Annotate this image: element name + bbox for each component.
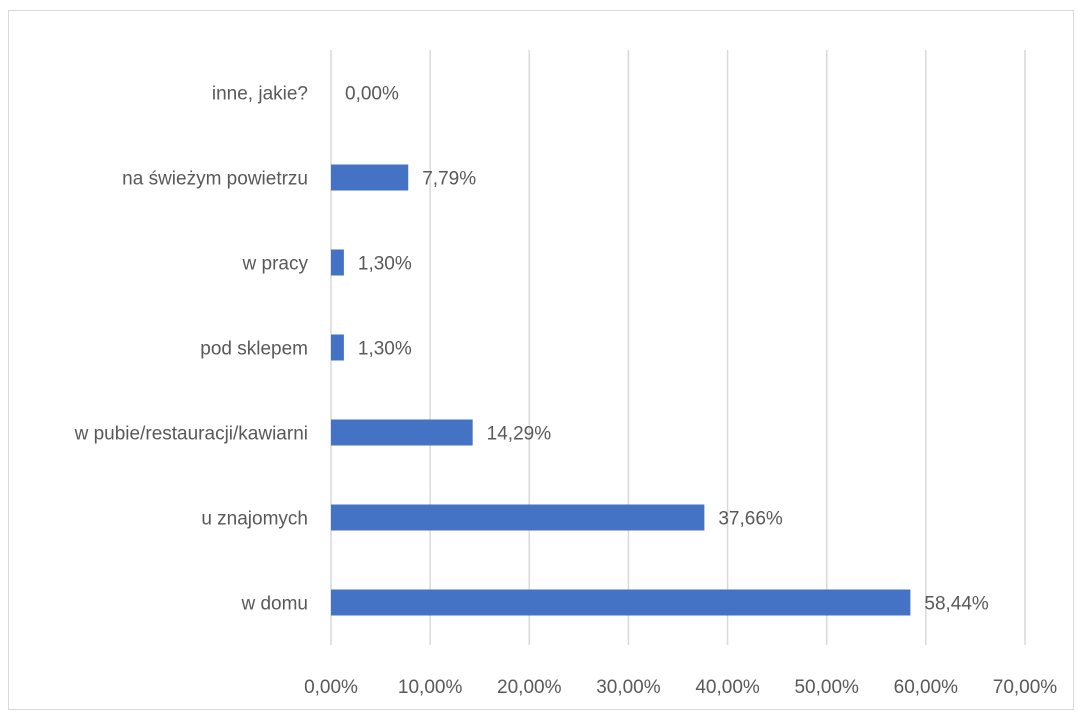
category-label: u znajomych xyxy=(201,509,308,530)
x-tick-label: 50,00% xyxy=(794,677,859,698)
bar xyxy=(331,504,705,531)
bar xyxy=(331,249,344,276)
x-tick-label: 0,00% xyxy=(304,677,358,698)
category-labels: w domu u znajomych w pubie/restauracji/kaw… xyxy=(74,84,309,615)
x-tick-label: 60,00% xyxy=(894,677,959,698)
category-label: pod sklepem xyxy=(200,339,308,360)
data-label: 7,79% xyxy=(422,169,476,190)
x-tick-label: 10,00% xyxy=(398,677,463,698)
x-tick-label: 40,00% xyxy=(695,677,760,698)
data-label: 0,00% xyxy=(345,84,399,105)
data-label: 1,30% xyxy=(358,254,412,275)
category-label: w domu xyxy=(240,594,308,615)
x-tick-label: 70,00% xyxy=(993,677,1058,698)
x-tick-label: 30,00% xyxy=(596,677,661,698)
data-label: 37,66% xyxy=(718,509,783,530)
x-tick-label: 20,00% xyxy=(497,677,562,698)
data-label: 14,29% xyxy=(487,424,552,445)
bar xyxy=(331,419,473,446)
data-label: 58,44% xyxy=(924,594,989,615)
data-labels: 58,44% 37,66% 14,29% 1,30% 1,30% 7,79% 0,00% xyxy=(345,84,989,615)
bar xyxy=(331,589,911,616)
bar xyxy=(331,334,344,361)
category-label: na świeżym powietrzu xyxy=(122,169,308,190)
data-label: 1,30% xyxy=(358,339,412,360)
x-axis-ticks: 0,00% 10,00% 20,00% 30,00% 40,00% 50,00% 60,00… xyxy=(304,677,1057,698)
bar xyxy=(331,164,409,191)
gridlines xyxy=(330,50,1026,645)
category-label: inne, jakie? xyxy=(212,84,308,105)
bars xyxy=(331,164,911,616)
category-label: w pubie/restauracji/kawiarni xyxy=(74,424,308,445)
category-label: w pracy xyxy=(242,254,309,275)
